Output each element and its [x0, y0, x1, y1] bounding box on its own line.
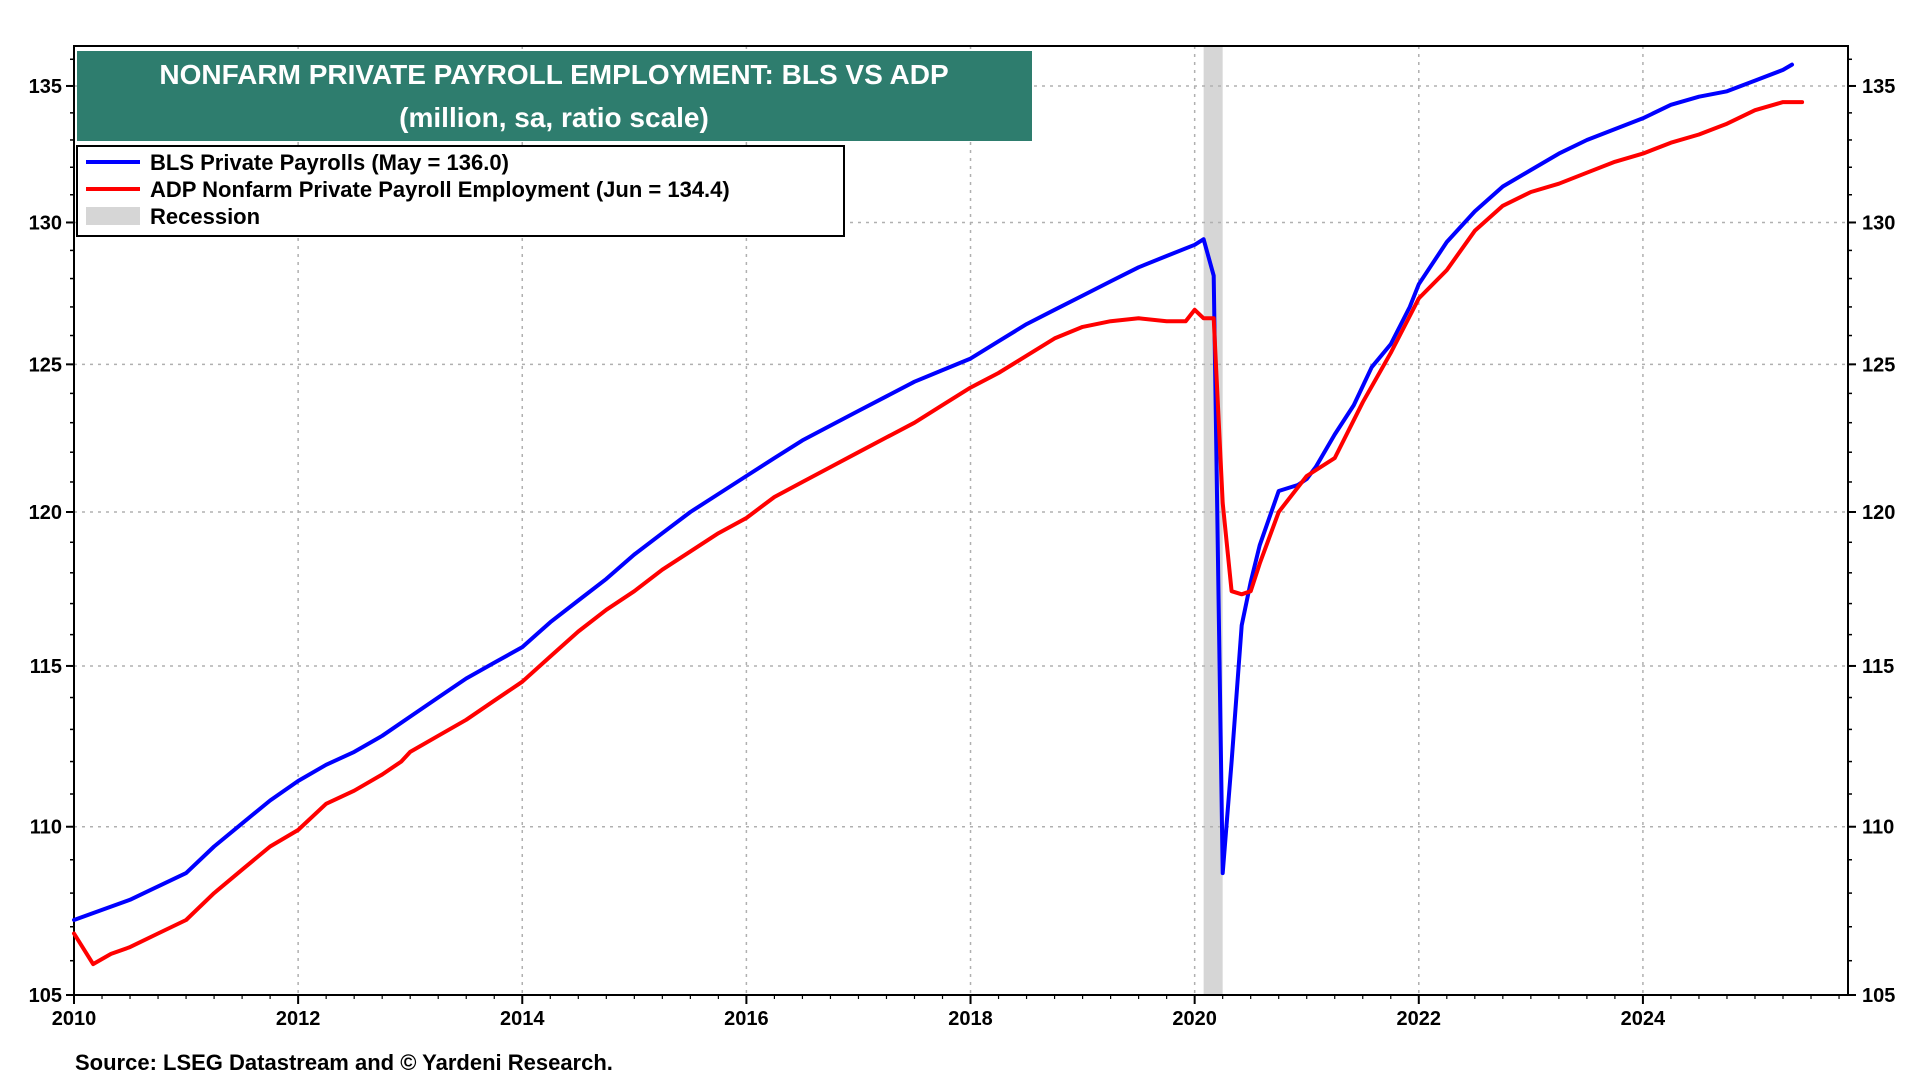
y-tick-label-left-135: 135 [29, 76, 62, 98]
legend: BLS Private Payrolls (May = 136.0)ADP No… [76, 145, 845, 237]
y-tick-label-right-110: 110 [1862, 817, 1894, 839]
y-tick-label-right-135: 135 [1862, 76, 1895, 98]
y-tick-label-left-125: 125 [29, 354, 62, 376]
x-tick-label-2022: 2022 [1397, 1008, 1442, 1030]
x-tick-label-2010: 2010 [52, 1008, 97, 1030]
x-tick-label-2024: 2024 [1621, 1008, 1666, 1030]
x-tick-label-2020: 2020 [1172, 1008, 1217, 1030]
y-tick-label-left-130: 130 [29, 212, 62, 234]
y-tick-label-left-105: 105 [29, 985, 62, 1007]
y-tick-label-right-125: 125 [1862, 354, 1895, 376]
x-tick-label-2012: 2012 [276, 1008, 321, 1030]
plot-frame [73, 45, 1849, 996]
legend-label-recession: Recession [150, 204, 260, 229]
legend-label-bls: BLS Private Payrolls (May = 136.0) [150, 150, 509, 175]
grid-layer [74, 46, 1848, 995]
recession-band-layer [1203, 46, 1223, 995]
title-background [77, 51, 1032, 141]
legend-frame [76, 145, 845, 237]
bls-series-line [72, 62, 1794, 922]
y-tick-label-right-105: 105 [1862, 985, 1895, 1007]
chart-title: NONFARM PRIVATE PAYROLL EMPLOYMENT: BLS … [159, 59, 948, 90]
y-tick-label-left-115: 115 [30, 656, 62, 678]
x-tick-label-2014: 2014 [500, 1008, 545, 1030]
y-tick-label-left-120: 120 [29, 502, 62, 524]
y-tick-label-right-130: 130 [1862, 212, 1895, 234]
chart-subtitle: (million, sa, ratio scale) [399, 102, 709, 133]
ticks-layer: 105 105 110 110 115 115 120 120 125 125 130 130 135 1… [29, 58, 1895, 1030]
x-tick-label-2018: 2018 [948, 1008, 993, 1030]
y-tick-label-left-110: 110 [30, 817, 62, 839]
source-note: Source: LSEG Datastream and © Yardeni Re… [75, 1050, 613, 1075]
y-tick-label-right-120: 120 [1862, 502, 1895, 524]
recession-band [1203, 46, 1223, 995]
legend-label-adp: ADP Nonfarm Private Payroll Employment (… [150, 177, 730, 202]
adp-series-line [72, 100, 1805, 967]
y-tick-label-right-115: 115 [1862, 656, 1894, 678]
x-tick-label-2016: 2016 [724, 1008, 769, 1030]
series-layer [72, 62, 1805, 967]
legend-swatch-recession [86, 207, 140, 225]
title-box: NONFARM PRIVATE PAYROLL EMPLOYMENT: BLS … [77, 51, 1032, 141]
